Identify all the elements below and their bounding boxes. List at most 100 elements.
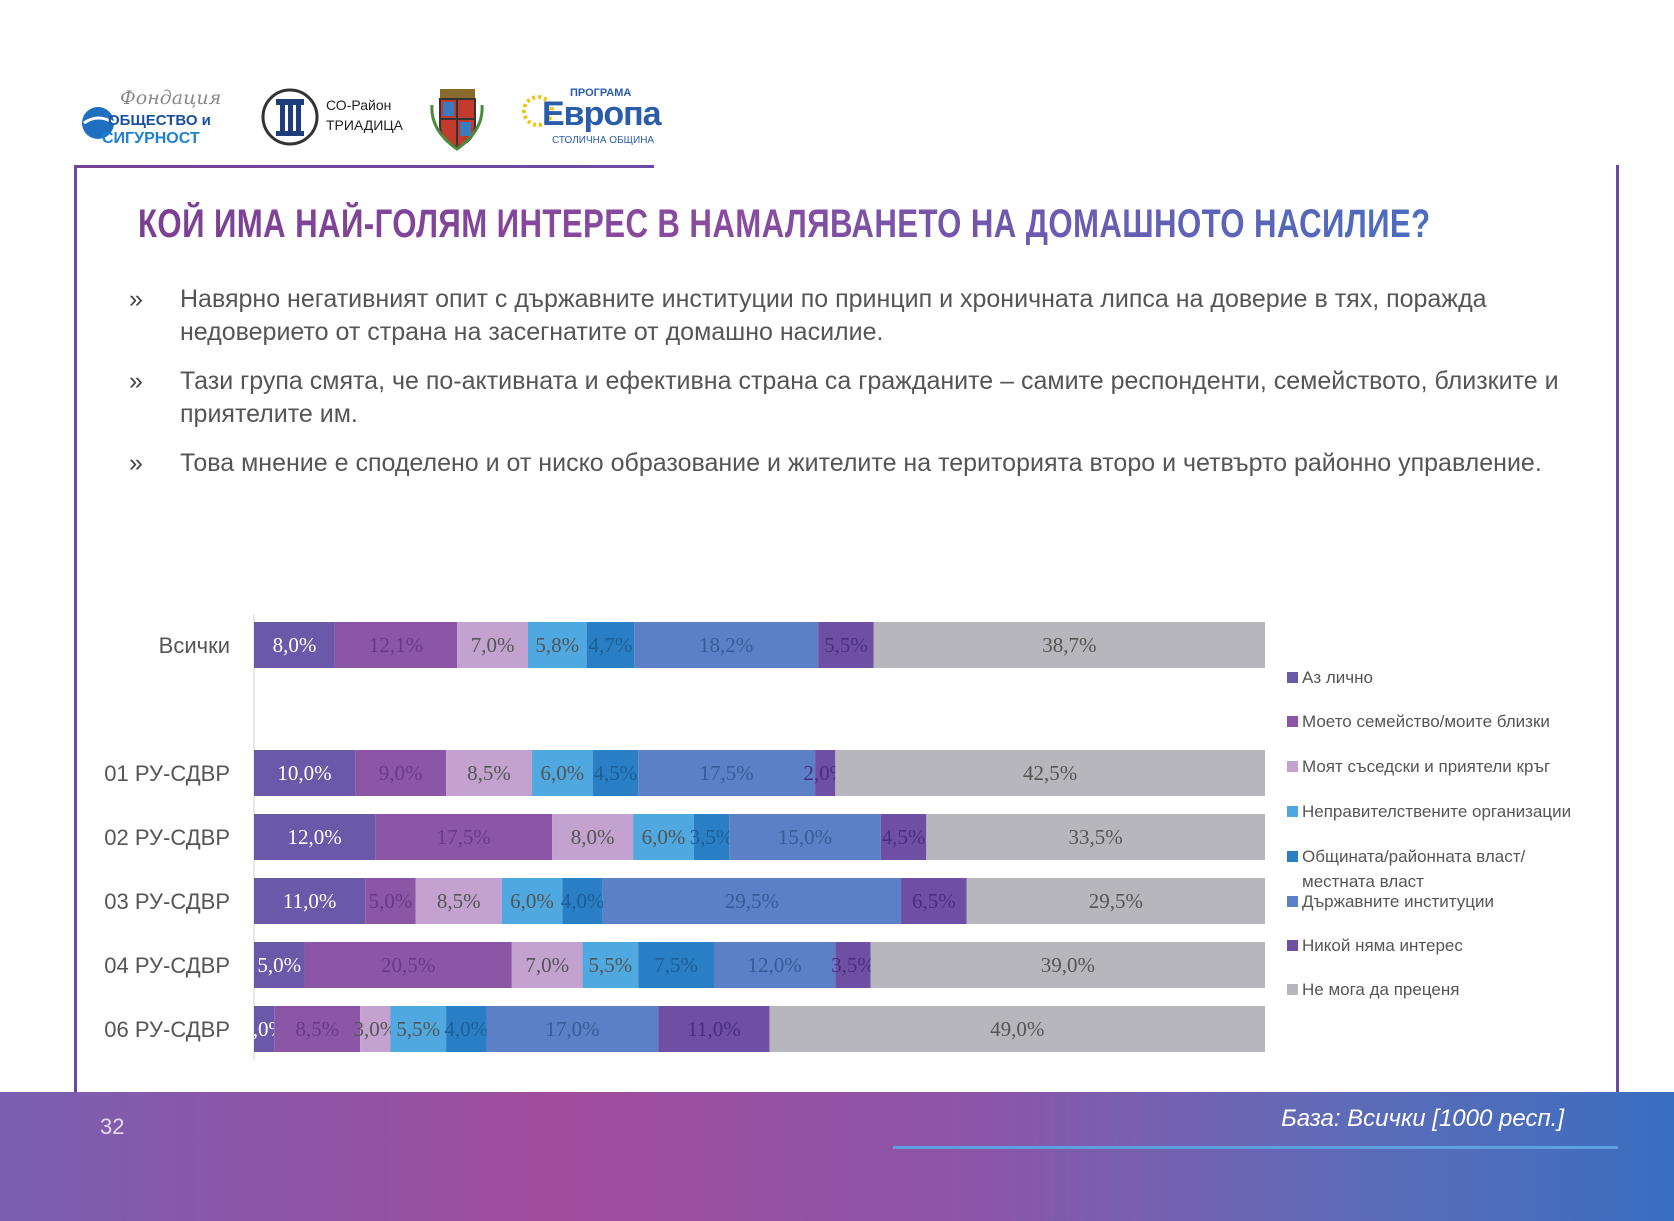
data-label: 8,0% [571,825,615,849]
bar-segment [304,942,512,988]
legend-label: Моето семейство/моите близки [1302,712,1550,731]
data-label: 42,5% [1023,761,1077,785]
data-label: 3,0% [353,1017,397,1041]
data-label: 6,0% [540,761,584,785]
data-label: 12,1% [369,633,423,657]
bar-segment [835,942,871,988]
bar-segment [582,942,639,988]
bar-segment [586,622,635,668]
frame-right-line [1616,165,1619,1130]
bullet-mark: » [129,367,143,395]
data-label: 17,5% [700,761,754,785]
stars-ring-icon [522,95,554,127]
bar-segment [638,942,715,988]
bar-segment [254,622,335,668]
bar-segment [334,622,458,668]
bar-segment [486,1006,659,1052]
data-label: 10,0% [277,761,331,785]
bar-segment [254,750,356,796]
data-label: 3,5% [690,825,734,849]
legend-label: Общината/районната власт/местната власт [1302,847,1526,891]
data-label: 8,5% [437,889,481,913]
data-label: 11,0% [687,1017,740,1041]
legend-swatch [1287,672,1298,683]
legend-label: Никой няма интерес [1302,936,1463,955]
data-label: 5,8% [535,633,579,657]
data-label: 4,5% [882,825,926,849]
column-emblem-icon [261,88,319,146]
bar-segment [501,878,563,924]
globe-icon [82,107,115,139]
bar-segment [355,750,447,796]
bullet-list: » Навярно негативният опит с държавните … [125,283,1565,496]
data-label: 11,0% [283,889,336,913]
bullet-text: Тази група смята, че по-активната и ефек… [180,367,1559,428]
bar-segment [254,878,366,924]
base-note: База: Всички [1000 респ.] [1281,1105,1564,1132]
legend-item: Не мога да преценя [1287,977,1617,1002]
district-logo: СО-Район ТРИАДИЦА [260,85,403,155]
bar-segment [901,878,967,924]
bullet-mark: » [129,449,143,477]
category-label: 04 РУ-СДВР [104,953,230,978]
legend-item: Аз лично [1287,665,1617,690]
data-label: 20,5% [381,953,435,977]
data-label: 3,5% [831,953,875,977]
bar-segment [446,750,533,796]
legend-swatch [1287,940,1298,951]
legend-swatch [1287,806,1298,817]
data-label: 39,0% [1041,953,1095,977]
legend-swatch [1287,716,1298,727]
bar-segment [375,814,553,860]
data-label: 6,0% [510,889,554,913]
foundation-logo-line2: СИГУРНОСТ [102,130,200,147]
bar-segment [365,878,416,924]
data-label: 29,5% [725,889,779,913]
bar-segment [592,750,639,796]
europe-logo-bottom: СТОЛИЧНА ОБЩИНА [552,135,655,146]
data-label: 6,5% [912,889,956,913]
data-label: 9,0% [379,761,423,785]
bar-segment [966,878,1265,924]
category-label: 01 РУ-СДВР [104,761,230,786]
bar-segment [274,1006,361,1052]
europe-logo-top: ПРОГРАМА [570,87,632,99]
data-label: 4,7% [589,633,633,657]
legend-label: Неправителствените организации [1302,802,1572,821]
data-label: 12,0% [288,825,342,849]
coat-of-arms-icon [430,89,484,151]
data-label: 15,0% [778,825,832,849]
bullet-item: » Навярно негативният опит с държавните … [125,283,1565,349]
bar-segment [818,622,874,668]
legend-label: Моят съседски и приятели кръг [1302,757,1551,776]
bar-segment [873,622,1265,668]
bar-segment [532,750,593,796]
bar-segment [602,878,902,924]
footer-accent-line [893,1146,1618,1149]
data-label: 4,0% [561,889,605,913]
bullet-item: » Тази група смята, че по-активната и еф… [125,365,1565,431]
category-label: 02 РУ-СДВР [104,825,230,850]
legend-label: Държавните институции [1302,892,1494,911]
data-label: 33,5% [1069,825,1123,849]
data-label: 5,0% [257,953,301,977]
district-logo-line2: ТРИАДИЦА [326,117,403,133]
data-label: 8,5% [295,1017,339,1041]
data-label: 4,5% [594,761,638,785]
bullet-text: Това мнение е споделено и от ниско образ… [180,449,1542,477]
bar-segment [415,878,502,924]
bullet-text: Навярно негативният опит с държавните ин… [180,285,1487,346]
bar-segment [446,1006,487,1052]
bar-segment [390,1006,447,1052]
data-label: 38,7% [1042,633,1096,657]
footer-band [0,1092,1674,1221]
legend-swatch [1287,761,1298,772]
category-label: 06 РУ-СДВР [104,1017,230,1042]
data-label: 5,5% [396,1017,440,1041]
bar-segment [552,814,634,860]
bar-segment [693,814,730,860]
bar-segment [254,942,305,988]
category-label: Всички [159,633,230,658]
data-label: 8,5% [467,761,511,785]
legend-item: Държавните институции [1287,889,1617,914]
